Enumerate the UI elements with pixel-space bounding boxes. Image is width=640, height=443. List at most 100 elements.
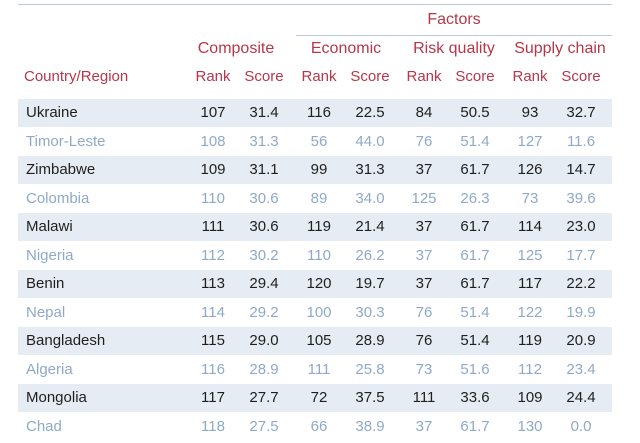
composite-score-cell: 30.2	[249, 246, 279, 264]
supply-score-cell: 22.2	[566, 275, 596, 292]
composite-rank-cell: 107	[200, 104, 226, 121]
economic-rank-cell: 119	[307, 218, 331, 235]
composite-score-cell: 31.3	[249, 132, 279, 150]
economic-rank-cell: 66	[310, 417, 328, 435]
economic-heading: Economic	[310, 40, 382, 57]
economic-rank-cell: 89	[310, 189, 328, 207]
risk-score-cell: 61.7	[460, 246, 490, 264]
composite-rank-cell: 114	[201, 303, 225, 321]
composite-score-cell: 29.0	[249, 332, 279, 349]
table-row: Timor-Leste 108 31.3 56 44.0 76 51.4 127 11.6	[18, 128, 612, 156]
risk-rank-cell: 125	[411, 189, 437, 207]
composite-score-cell: 30.6	[249, 189, 279, 207]
country-cell: Nepal	[26, 303, 66, 321]
country-cell: Ukraine	[26, 104, 78, 121]
supply-chain-heading: Supply chain	[514, 40, 606, 57]
economic-score-cell: 28.9	[355, 332, 385, 349]
supply-rank-cell: 125	[517, 246, 543, 264]
supply-score-cell: 24.4	[566, 389, 596, 406]
supply-rank-cell: 73	[521, 189, 539, 207]
top-rule	[18, 4, 612, 5]
table-row: Nigeria 112 30.2 110 26.2 37 61.7 125 17.7	[18, 242, 612, 270]
factors-heading: Factors	[427, 11, 481, 28]
country-region-heading: Country/Region	[24, 68, 129, 85]
country-cell: Colombia	[26, 189, 90, 207]
economic-rank-cell: 120	[306, 275, 332, 292]
composite-score-cell: 27.7	[249, 389, 279, 406]
economic-rank-cell: 56	[310, 132, 328, 150]
economic-score-cell: 19.7	[355, 275, 385, 292]
economic-rank-cell: 110	[307, 246, 331, 264]
composite-rank-cell: 117	[201, 389, 225, 406]
economic-score-cell: 26.2	[355, 246, 385, 264]
composite-rank-cell: 115	[201, 332, 225, 349]
table-row: Chad 118 27.5 66 38.9 37 61.7 130 0.0	[18, 413, 612, 441]
composite-rank-cell: 108	[200, 132, 226, 150]
economic-rank-cell: 111	[307, 360, 331, 378]
table-row: Algeria 116 28.9 111 25.8 73 51.6 112 23.4	[18, 356, 612, 384]
supply-score-cell: 11.6	[566, 132, 596, 150]
risk-score-heading: Score	[455, 68, 495, 85]
economic-rank-cell: 99	[310, 161, 328, 178]
table-row: Bangladesh 115 29.0 105 28.9 76 51.4 119 20.9	[18, 327, 612, 355]
risk-rank-cell: 37	[415, 161, 433, 178]
supply-rank-cell: 122	[517, 303, 543, 321]
supply-score-cell: 23.0	[566, 218, 596, 235]
risk-score-cell: 61.7	[460, 218, 490, 235]
composite-rank-cell: 110	[201, 189, 225, 207]
composite-score-cell: 29.4	[249, 275, 279, 292]
economic-score-cell: 25.8	[355, 360, 385, 378]
risk-rank-cell: 73	[415, 360, 433, 378]
composite-rank-cell: 113	[201, 275, 225, 292]
supply-rank-cell: 117	[518, 275, 542, 292]
economic-score-cell: 21.4	[355, 218, 385, 235]
supply-rank-cell: 112	[518, 360, 542, 378]
risk-rank-heading: Rank	[406, 68, 442, 85]
economic-rank-cell: 116	[307, 104, 331, 121]
country-cell: Malawi	[26, 218, 73, 235]
table-row: Nepal 114 29.2 100 30.3 76 51.4 122 19.9	[18, 299, 612, 327]
country-cell: Zimbabwe	[26, 161, 96, 178]
composite-rank-cell: 116	[201, 360, 225, 378]
composite-score-cell: 31.1	[249, 161, 279, 178]
economic-score-cell: 22.5	[355, 104, 385, 121]
risk-score-cell: 61.7	[460, 275, 490, 292]
risk-rank-cell: 111	[412, 389, 436, 406]
risk-score-cell: 51.4	[460, 132, 490, 150]
risk-score-cell: 61.7	[460, 161, 490, 178]
risk-score-cell: 33.6	[460, 389, 490, 406]
risk-rank-cell: 37	[415, 417, 433, 435]
economic-score-cell: 37.5	[355, 389, 385, 406]
risk-rank-cell: 37	[415, 218, 433, 235]
table-row: Ukraine 107 31.4 116 22.5 84 50.5 93 32.7	[18, 99, 612, 127]
supply-rank-cell: 119	[518, 332, 542, 349]
country-cell: Bangladesh	[26, 332, 106, 349]
composite-rank-cell: 111	[201, 218, 225, 235]
country-cell: Nigeria	[26, 246, 74, 264]
risk-rank-cell: 37	[415, 275, 433, 292]
risk-score-cell: 26.3	[460, 189, 490, 207]
table-row: Malawi 111 30.6 119 21.4 37 61.7 114 23.0	[18, 213, 612, 241]
supply-rank-cell: 130	[517, 417, 543, 435]
supply-score-cell: 0.0	[570, 417, 592, 435]
country-cell: Algeria	[26, 360, 73, 378]
supply-score-cell: 17.7	[566, 246, 596, 264]
economic-score-cell: 31.3	[355, 161, 385, 178]
country-cell: Timor-Leste	[26, 132, 106, 150]
risk-quality-heading: Risk quality	[413, 40, 495, 57]
composite-rank-heading: Rank	[195, 68, 231, 85]
composite-score-cell: 27.5	[249, 417, 279, 435]
supply-rank-heading: Rank	[512, 68, 548, 85]
economic-score-heading: Score	[350, 68, 390, 85]
risk-score-cell: 61.7	[460, 417, 490, 435]
factors-rule	[296, 35, 612, 36]
table-row: Benin 113 29.4 120 19.7 37 61.7 117 22.2	[18, 270, 612, 298]
risk-rank-cell: 76	[415, 132, 433, 150]
supply-score-cell: 14.7	[566, 161, 596, 178]
country-cell: Benin	[26, 275, 65, 292]
risk-score-cell: 51.4	[460, 303, 490, 321]
risk-score-cell: 51.6	[460, 360, 490, 378]
economic-rank-cell: 105	[306, 332, 332, 349]
supply-rank-cell: 114	[518, 218, 542, 235]
